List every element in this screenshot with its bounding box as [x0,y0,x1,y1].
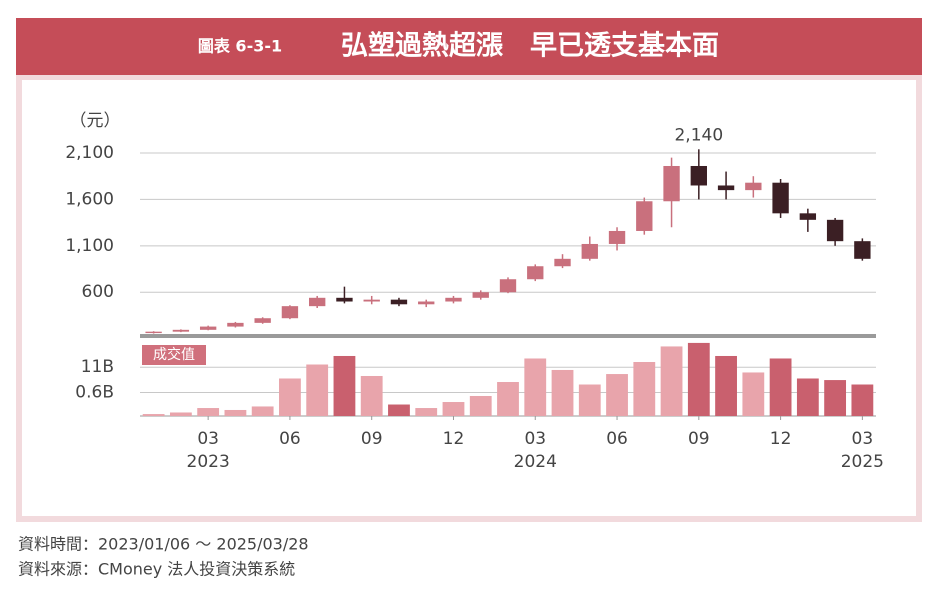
candle-body [799,213,817,220]
header-band [16,18,922,75]
candle-body [608,230,626,244]
candle-body [281,306,299,319]
candle-body [336,297,353,302]
y2-tick-label: 0.6B [75,382,114,402]
candle-body [499,279,517,293]
volume-bar [333,355,356,416]
volume-bar [660,346,683,416]
volume-bar [606,374,628,416]
candle-body [636,201,653,231]
candle-body [717,185,735,191]
candle-body [145,331,162,334]
x-tick-label: 06 [606,429,628,449]
volume-bar [415,408,438,416]
candle-body [772,182,789,214]
figure-label: 圖表 6-3-1 [198,37,282,56]
candle-body [745,182,762,191]
x-year-label: 2025 [841,452,884,472]
x-year-label: 2023 [187,452,230,472]
candle-body [254,318,271,323]
volume-bar [197,408,220,416]
y2-tick-label: 11B [81,357,114,377]
volume-bar [360,375,383,416]
volume-bar [442,402,465,416]
footer-period: 資料時間：2023/01/06 ～ 2025/03/28 [18,535,309,554]
candle-body [363,299,380,302]
chart-area [22,80,916,516]
volume-bar [633,362,656,416]
candle-body [172,329,190,332]
volume-bar [224,409,247,416]
candle-body [227,322,244,327]
volume-bar [851,384,874,416]
candle-body [418,301,435,305]
volume-bar [279,378,301,416]
candle-body [581,243,598,259]
volume-bar [388,404,410,416]
volume-bar [497,382,519,416]
x-tick-label: 09 [688,429,710,449]
x-tick-label: 03 [524,429,546,449]
candle-body [690,165,707,186]
x-tick-label: 09 [361,429,383,449]
volume-bar [142,414,165,416]
volume-bar [524,358,547,416]
peak-label: 2,140 [674,125,723,145]
x-tick-label: 03 [197,429,219,449]
x-tick-label: 06 [279,429,301,449]
candle-body [390,299,408,305]
x-tick-label: 03 [852,429,874,449]
volume-bar [251,406,274,416]
volume-bar [578,384,601,416]
volume-bar [551,369,574,416]
volume-bar [769,358,792,416]
candle-body [663,165,680,202]
volume-bar [169,412,192,416]
candle-body [309,297,326,307]
x-year-label: 2024 [514,452,557,472]
volume-bar [742,372,765,416]
y-unit: （元） [70,111,121,131]
x-tick-label: 12 [770,429,792,449]
candle-body [472,292,489,298]
y-tick-label: 2,100 [65,143,114,163]
volume-tag [142,345,206,365]
volume-bar [469,395,492,416]
volume-bar [306,364,329,416]
candle-body [199,326,217,330]
volume-label: 成交值 [153,346,195,363]
volume-bar [687,342,710,416]
candle-body [854,241,871,259]
candle-body [445,297,462,302]
x-tick-label: 12 [443,429,465,449]
separator [140,334,876,338]
y-tick-label: 1,600 [65,189,114,209]
candle-body [554,258,571,267]
volume-bar [715,355,737,416]
chart-title: 弘塑過熱超漲 早已透支基本面 [341,31,719,62]
candle-body [826,219,844,242]
volume-bar [824,380,847,416]
candle-body [527,266,544,280]
y-tick-label: 1,100 [65,236,114,256]
y-tick-label: 600 [82,282,114,302]
volume-bar [796,378,819,416]
footer-source: 資料來源：CMoney 法人投資決策系統 [18,560,295,579]
